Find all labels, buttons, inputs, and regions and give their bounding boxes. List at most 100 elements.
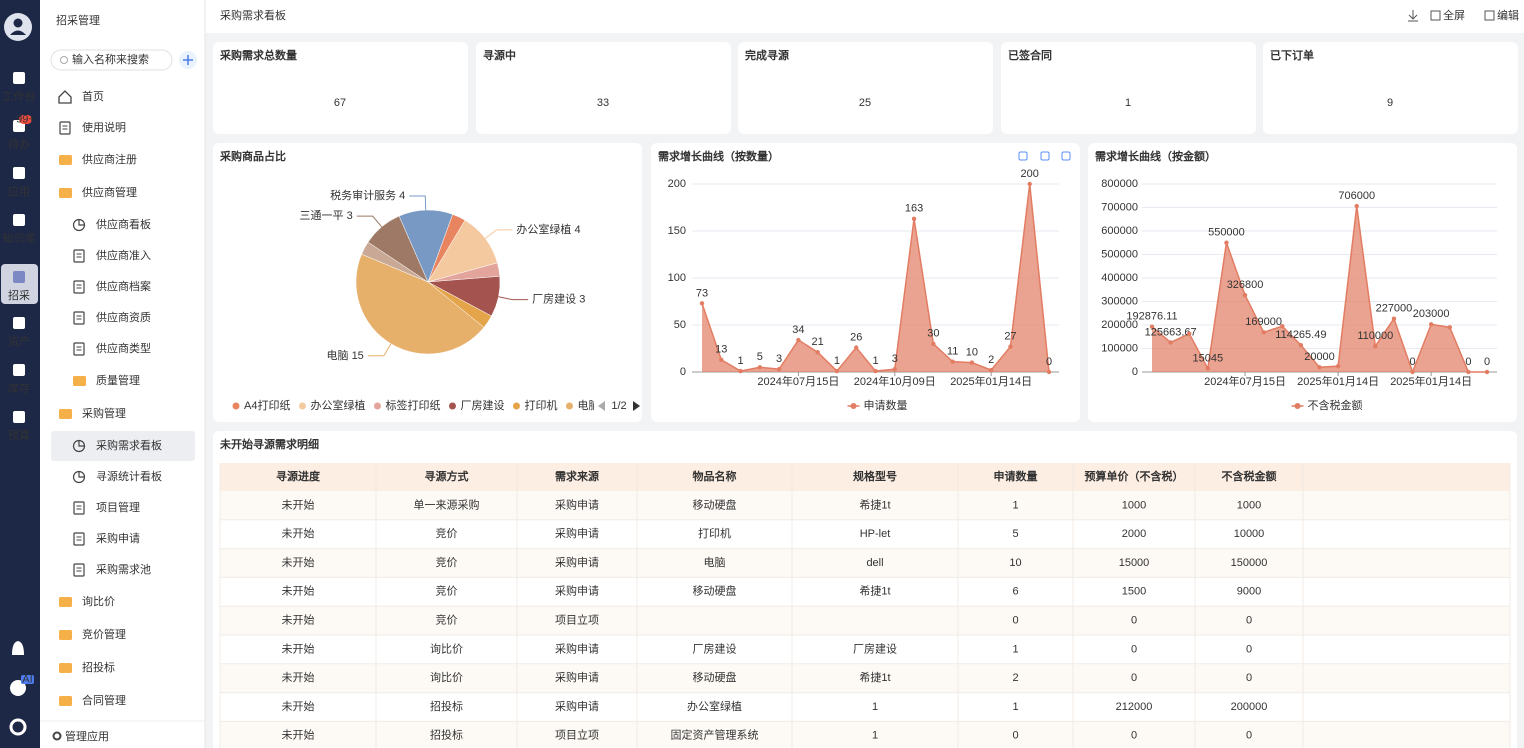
rail-item[interactable]: 库存 xyxy=(8,364,30,395)
area xyxy=(1152,206,1487,372)
legend-label[interactable]: 不含税金额 xyxy=(1308,398,1363,412)
menu-item[interactable]: 采购申请 xyxy=(73,531,140,546)
menu-item[interactable]: 竞价管理 xyxy=(59,627,126,641)
rail-item[interactable]: 预算 xyxy=(8,411,30,442)
menu-item[interactable]: 询比价 xyxy=(59,595,115,608)
legend-label[interactable]: A4打印纸 xyxy=(244,398,290,412)
menu-item[interactable]: 采购管理 xyxy=(59,406,126,420)
settings-icon[interactable] xyxy=(9,718,27,736)
menu-item[interactable]: 招投标 xyxy=(59,660,115,674)
footer-link[interactable]: 管理应用 xyxy=(65,729,109,743)
menu-item[interactable]: 质量管理 xyxy=(73,373,140,387)
menu-item[interactable]: 供应商注册 xyxy=(59,152,137,166)
header-action[interactable]: 全屏 xyxy=(1443,8,1465,22)
table-cell: 未开始 xyxy=(282,584,315,598)
menu-item[interactable]: 供应商看板 xyxy=(72,217,152,232)
menu-label[interactable]: 供应商资质 xyxy=(96,310,151,324)
menu-label[interactable]: 采购需求看板 xyxy=(96,438,162,452)
menu-label[interactable]: 首页 xyxy=(82,89,104,103)
rail-label[interactable]: 知识库 xyxy=(3,231,36,245)
menu-label[interactable]: 项目管理 xyxy=(96,500,140,514)
chart-tool-icon[interactable] xyxy=(1061,151,1071,161)
point xyxy=(1149,324,1155,329)
legend-label[interactable]: 标签打印纸 xyxy=(385,398,440,412)
menu-label[interactable]: 竞价管理 xyxy=(82,627,126,641)
menu-item[interactable]: 供应商准入 xyxy=(73,248,151,263)
table-cell: 竞价 xyxy=(436,526,458,540)
menu-label[interactable]: 供应商管理 xyxy=(82,185,137,199)
table-cell: 项目立项 xyxy=(555,613,599,627)
download-icon[interactable] xyxy=(1408,10,1418,22)
legend-label[interactable]: 申请数量 xyxy=(864,399,908,412)
table-cell: 0 xyxy=(1131,730,1137,742)
legend-label[interactable]: 电脑 xyxy=(577,399,599,412)
menu-label[interactable]: 询比价 xyxy=(82,595,115,608)
rail-label[interactable]: 应用 xyxy=(8,184,30,198)
legend-label[interactable]: 办公室绿植 xyxy=(310,398,365,412)
search-box[interactable] xyxy=(50,49,173,71)
bell-icon[interactable] xyxy=(12,641,24,655)
menu-item[interactable]: 寻源统计看板 xyxy=(72,469,163,484)
y-tick-label: 600000 xyxy=(1101,225,1138,237)
legend-next[interactable] xyxy=(633,401,640,411)
menu-label[interactable]: 质量管理 xyxy=(96,373,140,387)
header-action[interactable]: 编辑 xyxy=(1497,8,1519,22)
chart-tool-icon[interactable] xyxy=(1040,151,1050,161)
help-icon[interactable] xyxy=(10,680,26,696)
rail-item[interactable]: 知识库 xyxy=(3,214,36,245)
point-label: 0 xyxy=(1046,356,1052,368)
rail-label[interactable]: 招采 xyxy=(8,288,30,302)
legend-swatch[interactable] xyxy=(298,402,306,410)
legend-swatch[interactable] xyxy=(373,402,381,410)
menu-item[interactable]: 项目管理 xyxy=(73,500,140,515)
menu-label[interactable]: 供应商准入 xyxy=(96,248,151,262)
menu-item[interactable]: 供应商类型 xyxy=(73,341,151,356)
menu-label[interactable]: 供应商看板 xyxy=(96,217,151,231)
menu-label[interactable]: 采购申请 xyxy=(96,531,140,545)
menu-label[interactable]: 采购管理 xyxy=(82,406,126,420)
menu-label[interactable]: 供应商档案 xyxy=(96,279,151,293)
chart-icon-hand xyxy=(78,440,85,447)
point-label: 5 xyxy=(757,351,763,363)
legend-prev[interactable] xyxy=(598,401,605,411)
table-cell: 招投标 xyxy=(430,699,463,713)
y-tick-label: 150 xyxy=(668,225,686,237)
menu-item[interactable]: 供应商资质 xyxy=(73,310,151,325)
rail-label[interactable]: 资产 xyxy=(8,334,30,348)
rail-label[interactable]: 预算 xyxy=(8,428,30,442)
legend-label[interactable]: 厂房建设 xyxy=(460,398,504,412)
legend-swatch[interactable] xyxy=(512,402,520,410)
point xyxy=(1046,369,1052,375)
rail-item[interactable]: 应用 xyxy=(8,167,30,198)
rail-item[interactable]: 资产 xyxy=(8,317,30,348)
table-row-bg xyxy=(220,635,1510,664)
action-icon[interactable] xyxy=(1430,10,1441,21)
menu-item[interactable]: 合同管理 xyxy=(59,693,126,707)
chart-tool-icon[interactable] xyxy=(1018,151,1028,161)
rail-item[interactable]: 工作台 xyxy=(3,72,36,103)
menu-label[interactable]: 采购需求池 xyxy=(96,562,151,576)
menu-item[interactable]: 使用说明 xyxy=(59,120,126,135)
menu-label[interactable]: 供应商类型 xyxy=(96,341,151,355)
action-icon[interactable] xyxy=(1484,10,1495,21)
rail-label[interactable]: 待办 xyxy=(8,137,30,151)
legend-swatch[interactable] xyxy=(565,402,573,410)
legend-swatch[interactable] xyxy=(232,402,240,410)
rail-label[interactable]: 工作台 xyxy=(3,89,36,103)
menu-label[interactable]: 使用说明 xyxy=(82,120,126,134)
menu-label[interactable]: 合同管理 xyxy=(82,693,126,707)
rail-item[interactable]: 待办 99+ xyxy=(8,113,35,151)
menu-item[interactable]: 首页 xyxy=(58,89,104,104)
menu-label[interactable]: 寻源统计看板 xyxy=(96,469,162,483)
menu-label[interactable]: 招投标 xyxy=(82,660,115,674)
rail-item[interactable]: 招采 xyxy=(1,264,38,304)
legend-label[interactable]: 打印机 xyxy=(524,398,557,412)
rail-label[interactable]: 库存 xyxy=(8,381,30,395)
menu-label[interactable]: 供应商注册 xyxy=(82,152,137,166)
menu-item[interactable]: 供应商档案 xyxy=(73,279,151,294)
legend-swatch[interactable] xyxy=(448,402,456,410)
point-label: 20000 xyxy=(1304,351,1335,363)
menu-item[interactable]: 采购需求池 xyxy=(73,562,151,577)
menu-item[interactable]: 采购需求看板 xyxy=(51,431,195,461)
menu-item[interactable]: 供应商管理 xyxy=(59,185,137,199)
